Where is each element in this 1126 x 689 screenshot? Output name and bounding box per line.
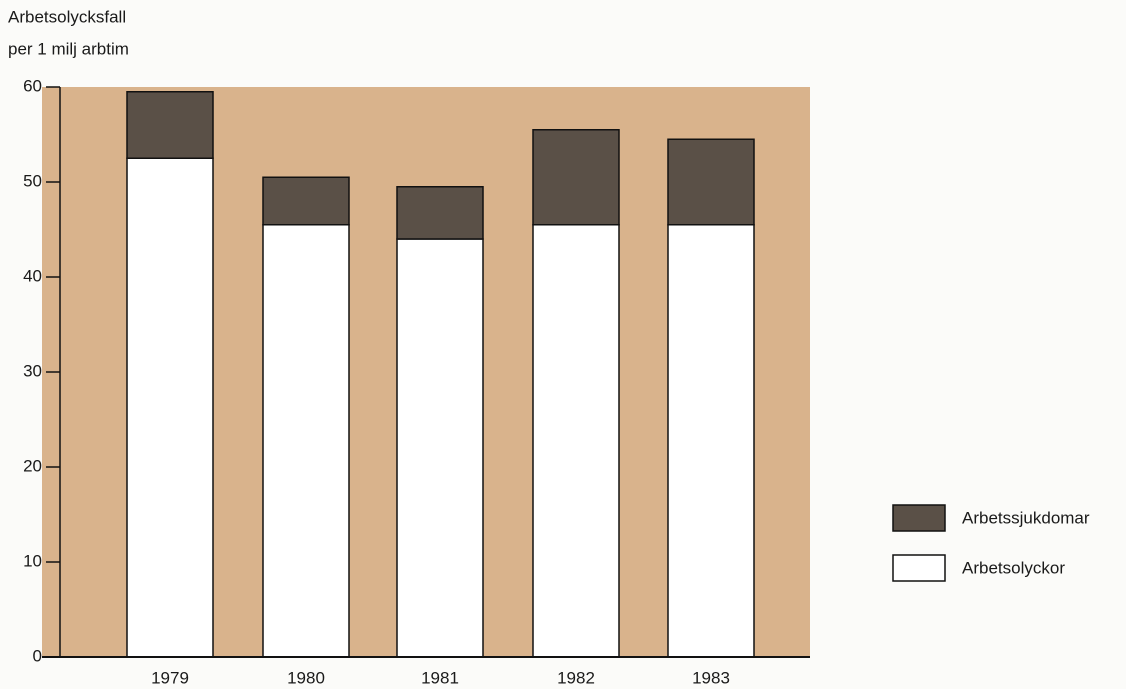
x-tick-label: 1983 xyxy=(692,668,730,687)
y-tick-label: 10 xyxy=(23,551,42,570)
x-tick-label: 1982 xyxy=(557,668,595,687)
bar-segment xyxy=(126,91,214,159)
legend-swatch xyxy=(892,554,946,582)
legend-swatch xyxy=(892,504,946,532)
bar-segment xyxy=(262,224,350,658)
bar-segment xyxy=(667,224,755,658)
legend-label: Arbetssjukdomar xyxy=(962,508,1090,527)
bar-segment xyxy=(262,176,350,226)
bar-segment xyxy=(396,186,484,240)
x-tick-label: 1980 xyxy=(287,668,325,687)
y-tick-label: 40 xyxy=(23,266,42,285)
y-axis-label: Arbetsolycksfall xyxy=(8,7,126,26)
bar-segment xyxy=(532,129,620,226)
x-tick-label: 1981 xyxy=(421,668,459,687)
legend-label: Arbetsolyckor xyxy=(962,558,1065,577)
x-tick-label: 1979 xyxy=(151,668,189,687)
y-tick-label: 60 xyxy=(23,76,42,95)
y-tick-label: 30 xyxy=(23,361,42,380)
bar-segment xyxy=(126,157,214,658)
y-axis-label: per 1 milj arbtim xyxy=(8,39,129,58)
bar-segment xyxy=(532,224,620,658)
y-tick-label: 0 xyxy=(33,646,42,665)
y-tick-label: 20 xyxy=(23,456,42,475)
bar-segment xyxy=(396,238,484,658)
bar-segment xyxy=(667,138,755,226)
y-tick-label: 50 xyxy=(23,171,42,190)
